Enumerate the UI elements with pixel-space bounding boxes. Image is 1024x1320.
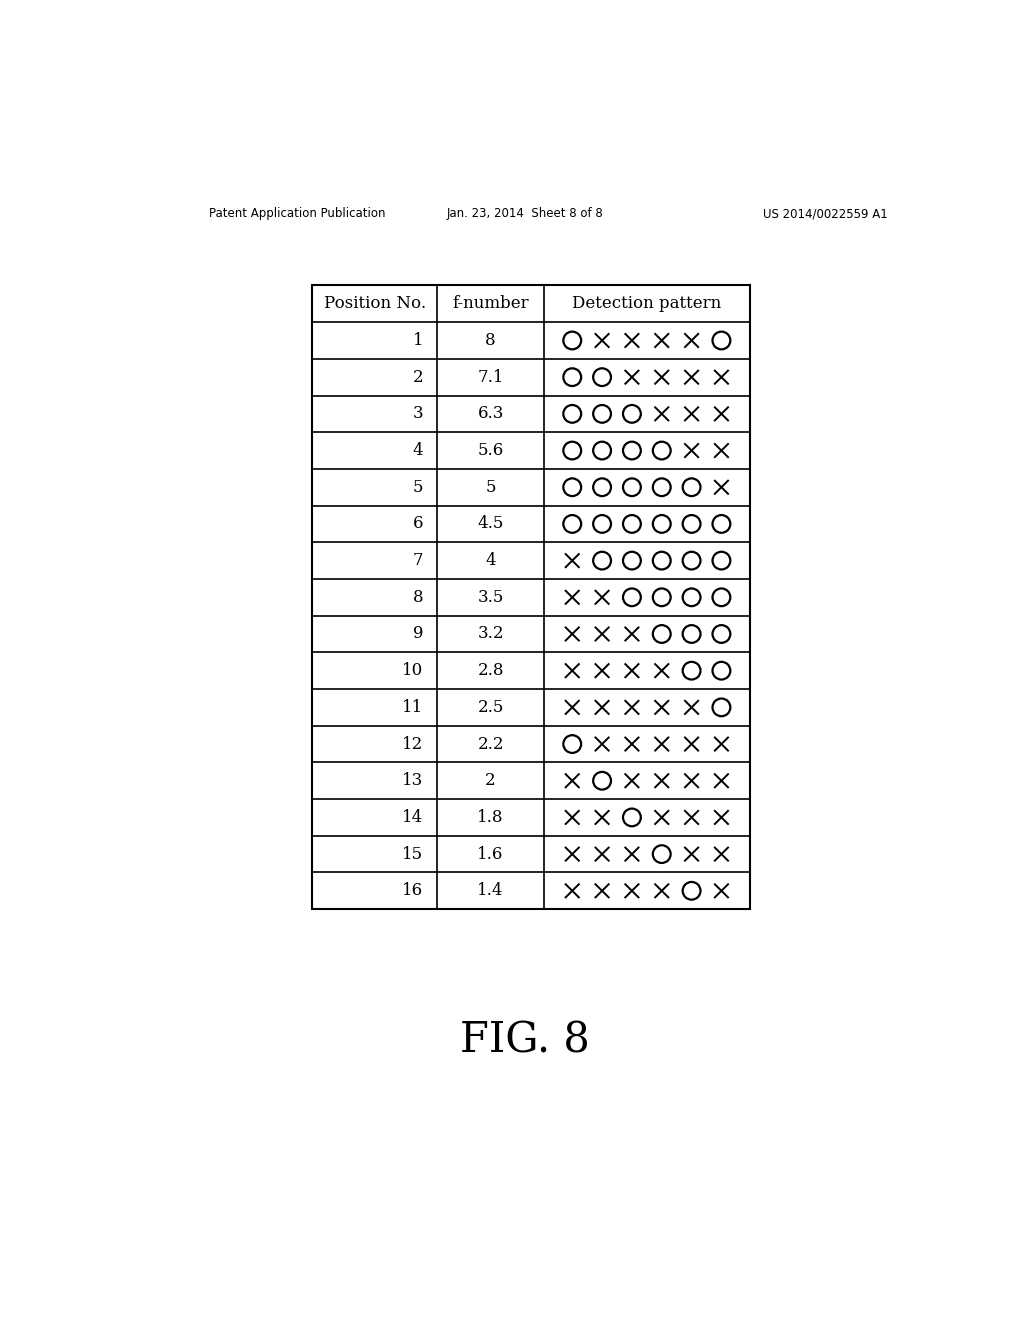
Text: 2: 2 xyxy=(485,772,496,789)
Text: 9: 9 xyxy=(413,626,423,643)
Text: 7.1: 7.1 xyxy=(477,368,504,385)
Text: 4: 4 xyxy=(485,552,496,569)
Text: 2.8: 2.8 xyxy=(477,663,504,680)
Text: 3: 3 xyxy=(413,405,423,422)
Text: 7: 7 xyxy=(413,552,423,569)
Text: 2.5: 2.5 xyxy=(477,698,504,715)
Text: 3.5: 3.5 xyxy=(477,589,504,606)
Text: 8: 8 xyxy=(413,589,423,606)
Text: 5: 5 xyxy=(485,479,496,496)
Text: FIG. 8: FIG. 8 xyxy=(460,1019,590,1061)
Text: 12: 12 xyxy=(401,735,423,752)
Text: 10: 10 xyxy=(401,663,423,680)
Text: 4.5: 4.5 xyxy=(477,515,504,532)
Text: 3.2: 3.2 xyxy=(477,626,504,643)
Text: 2.2: 2.2 xyxy=(477,735,504,752)
Text: 14: 14 xyxy=(401,809,423,826)
Text: 16: 16 xyxy=(402,882,423,899)
Text: 1.6: 1.6 xyxy=(477,846,504,862)
Text: 11: 11 xyxy=(401,698,423,715)
Text: US 2014/0022559 A1: US 2014/0022559 A1 xyxy=(763,207,888,220)
Text: Patent Application Publication: Patent Application Publication xyxy=(209,207,386,220)
Text: Jan. 23, 2014  Sheet 8 of 8: Jan. 23, 2014 Sheet 8 of 8 xyxy=(446,207,603,220)
Text: 1.4: 1.4 xyxy=(477,882,504,899)
Text: 4: 4 xyxy=(413,442,423,459)
Text: Position No.: Position No. xyxy=(324,296,426,313)
Text: f-number: f-number xyxy=(453,296,528,313)
Text: 6.3: 6.3 xyxy=(477,405,504,422)
Bar xyxy=(312,285,750,909)
Text: 1.8: 1.8 xyxy=(477,809,504,826)
Text: 8: 8 xyxy=(485,333,496,348)
Text: Detection pattern: Detection pattern xyxy=(572,296,722,313)
Text: 15: 15 xyxy=(402,846,423,862)
Text: 2: 2 xyxy=(413,368,423,385)
Text: 13: 13 xyxy=(401,772,423,789)
Text: 5: 5 xyxy=(413,479,423,496)
Text: 1: 1 xyxy=(413,333,423,348)
Text: 5.6: 5.6 xyxy=(477,442,504,459)
Text: 6: 6 xyxy=(413,515,423,532)
